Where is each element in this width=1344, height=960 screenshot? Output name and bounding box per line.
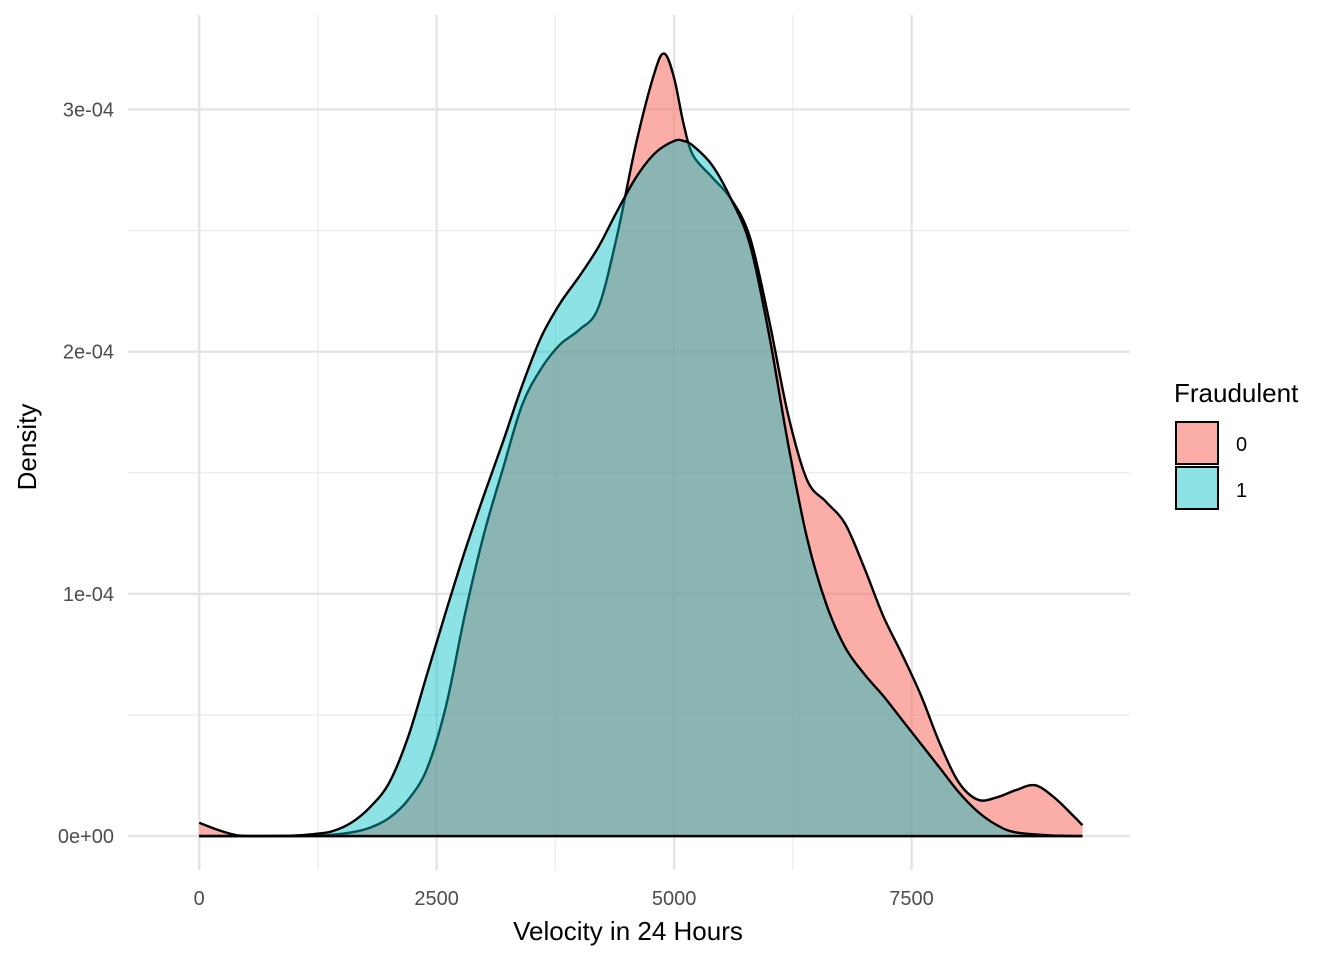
density-line-series-0 [198, 52, 1084, 838]
legend-title: Fraudulent [1174, 378, 1299, 408]
y-tick-label: 2e-04 [63, 342, 114, 364]
x-tick-label: 0 [194, 888, 205, 910]
y-axis-ticks: 0e+00 1e-04 2e-04 3e-04 [58, 99, 114, 848]
density-line-series-1 [199, 138, 1083, 838]
y-tick-label: 0e+00 [58, 826, 114, 848]
x-axis-ticks: 0 2500 5000 7500 [194, 888, 934, 910]
legend-label-0: 0 [1236, 434, 1247, 456]
density-area-series-0 [199, 53, 1083, 837]
y-axis-title: Density [12, 404, 42, 491]
x-tick-label: 7500 [889, 888, 934, 910]
x-tick-label: 5000 [652, 888, 697, 910]
x-axis-title: Velocity in 24 Hours [513, 916, 743, 946]
y-tick-label: 1e-04 [63, 584, 114, 606]
x-tick-label: 2500 [414, 888, 459, 910]
y-tick-label: 3e-04 [63, 99, 114, 121]
legend-key-0 [1175, 421, 1219, 465]
legend-label-1: 1 [1236, 480, 1247, 502]
density-area-series-1 [199, 139, 1083, 837]
legend-key-1 [1175, 466, 1219, 510]
density-areas [198, 52, 1084, 838]
legend: Fraudulent 0 1 [1174, 378, 1299, 510]
